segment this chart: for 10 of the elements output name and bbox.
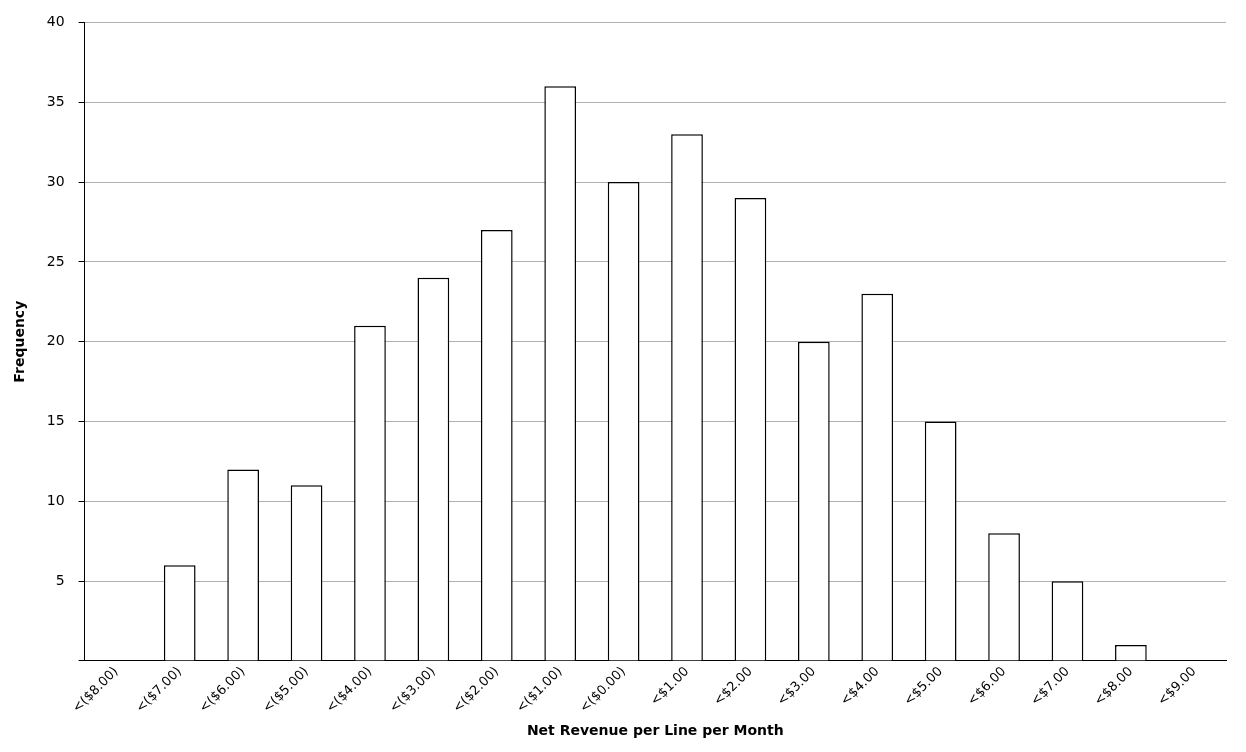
y-tick-label: 15 xyxy=(46,412,65,429)
y-axis-title: Frequency xyxy=(11,300,28,383)
y-tick-label: 20 xyxy=(46,332,65,349)
y-tick-label: 5 xyxy=(55,571,65,588)
x-axis-title: Net Revenue per Line per Month xyxy=(526,722,784,739)
y-tick-label: 10 xyxy=(46,491,65,508)
y-tick-label: 25 xyxy=(46,252,65,269)
y-tick-label: 35 xyxy=(46,92,65,109)
y-tick-label: 30 xyxy=(46,172,65,189)
y-tick-label: 40 xyxy=(46,13,65,30)
